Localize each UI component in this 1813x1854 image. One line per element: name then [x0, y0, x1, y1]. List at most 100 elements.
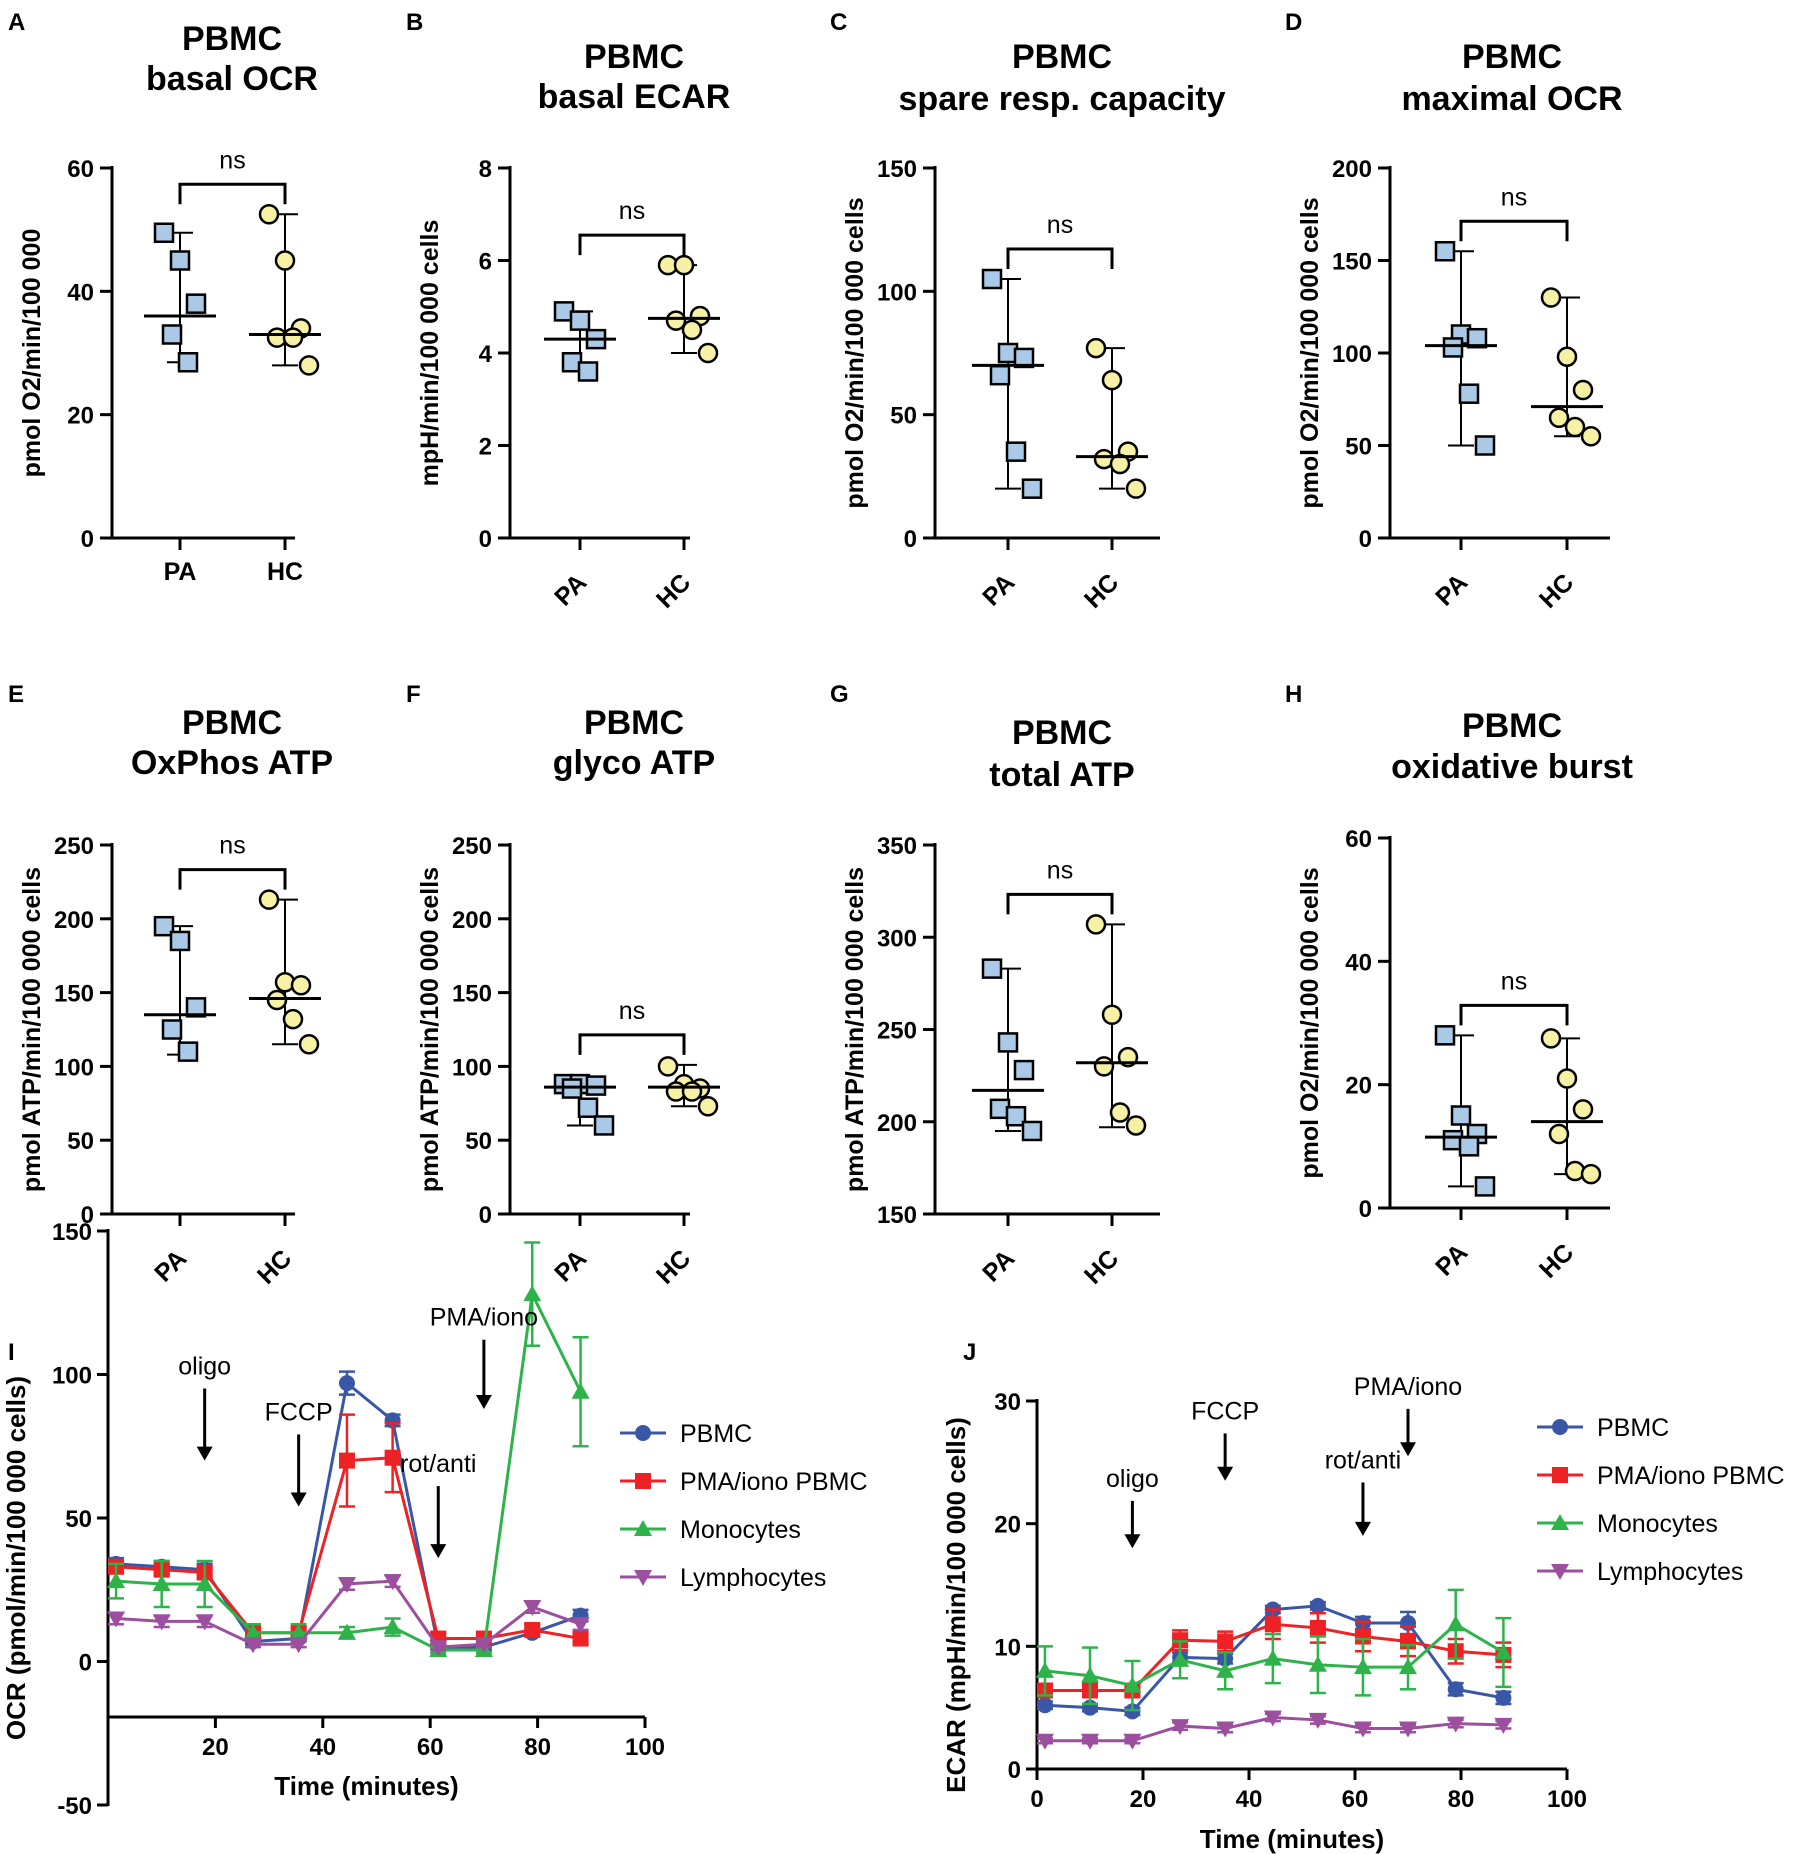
- data-point-square: [577, 361, 599, 382]
- data-point: [337, 1577, 356, 1594]
- series-lymphocytes: [107, 1574, 590, 1657]
- data-point: [1216, 1721, 1235, 1738]
- x-tick-label: 80: [1448, 1786, 1475, 1813]
- panel-d: D PBMC maximal OCR 0 50 100 150 200 pmol O2/min/…: [1285, 9, 1623, 614]
- data-point: [107, 1572, 126, 1589]
- y-tick-label: 20: [67, 403, 94, 430]
- y-tick-label: 50: [1345, 434, 1372, 461]
- data-point: [1217, 1633, 1234, 1650]
- y-tick-label: 100: [52, 1363, 92, 1390]
- data-point-circle: [282, 1008, 304, 1030]
- annotation-arrow-head: [430, 1544, 447, 1559]
- data-point: [1123, 1676, 1142, 1693]
- legend-marker: [1552, 1467, 1568, 1483]
- y-axis-label: pmol O2/min/100 000 cells: [1296, 197, 1324, 508]
- y-tick-label: 20: [994, 1512, 1021, 1539]
- series-monocytes: [1035, 1588, 1513, 1712]
- y-tick-label: 0: [81, 526, 94, 553]
- y-tick-label: 40: [67, 279, 94, 306]
- panel-title-line-1: PBMC: [1462, 707, 1562, 745]
- data-point-square: [997, 1032, 1019, 1053]
- panel-title-line-2: oxidative burst: [1391, 748, 1633, 786]
- y-tick-label: 0: [904, 526, 917, 553]
- data-point: [107, 1611, 126, 1628]
- data-point: [152, 1614, 171, 1631]
- panel-letter: E: [8, 681, 24, 708]
- annotation-arrow-head: [196, 1446, 213, 1461]
- y-tick-label: 250: [452, 833, 492, 860]
- data-point: [152, 1575, 171, 1592]
- data-point-circle: [1556, 1068, 1578, 1089]
- data-point: [1035, 1661, 1054, 1678]
- data-point-circle: [1548, 1123, 1570, 1145]
- annotation-arrow-head: [290, 1492, 307, 1507]
- y-axis-label: mpH/min/100 000 cells: [416, 220, 444, 487]
- x-tick-label: 20: [1130, 1786, 1157, 1813]
- legend-label: Monocytes: [680, 1516, 801, 1544]
- x-tick-label: PA: [1430, 1238, 1473, 1281]
- y-tick-label: 6: [479, 249, 492, 276]
- y-tick-label: 4: [479, 341, 493, 368]
- y-tick-label: 150: [877, 1202, 917, 1229]
- x-tick-label: 60: [417, 1734, 444, 1761]
- data-point-circle: [274, 250, 296, 271]
- y-tick-label: 300: [877, 925, 917, 952]
- significance-bracket: [578, 1033, 686, 1055]
- series-pma-iono-pbmc: [108, 1413, 589, 1647]
- data-point-square: [185, 293, 207, 314]
- data-point-circle: [1085, 337, 1107, 359]
- y-tick-label: 2: [479, 434, 492, 461]
- y-tick-label: 350: [877, 833, 917, 860]
- panel-title-line-1: PBMC: [1012, 38, 1112, 76]
- panel-letter: B: [406, 9, 423, 36]
- data-point-circle: [298, 1034, 320, 1055]
- significance-bracket: [1006, 892, 1114, 915]
- data-point-square: [1021, 478, 1043, 499]
- annotation-label: FCCP: [1191, 1397, 1259, 1425]
- data-point: [195, 1575, 214, 1592]
- series-lymphocytes: [1035, 1710, 1513, 1750]
- data-point-circle: [1109, 1102, 1131, 1123]
- y-tick-label: 200: [877, 1110, 917, 1137]
- data-point-square: [169, 930, 191, 952]
- y-axis-label: pmol O2/min/100 000 cells: [841, 197, 869, 508]
- y-tick-label: 150: [452, 981, 492, 1008]
- data-point: [1353, 1658, 1372, 1675]
- data-point-circle: [298, 355, 320, 376]
- x-tick-label: PA: [149, 1244, 192, 1287]
- data-point-square: [1005, 441, 1027, 462]
- significance-bracket: [1459, 1003, 1569, 1026]
- data-point-square: [153, 915, 175, 937]
- data-point-circle: [258, 204, 280, 225]
- data-point-circle: [1556, 346, 1578, 367]
- annotation-arrow-head: [1124, 1534, 1141, 1549]
- panel-title-line-1: PBMC: [1012, 714, 1112, 752]
- x-tick-label: HC: [1079, 568, 1124, 613]
- data-point-square: [981, 268, 1003, 290]
- data-point-square: [1013, 1059, 1035, 1081]
- data-point: [1081, 1666, 1099, 1683]
- significance-label: ns: [1501, 183, 1527, 211]
- data-point-circle: [657, 1056, 679, 1077]
- data-point: [571, 1617, 590, 1634]
- y-tick-label: 0: [1008, 1757, 1021, 1784]
- data-point-square: [1474, 435, 1496, 456]
- data-point-circle: [1540, 1028, 1562, 1049]
- data-point-circle: [1540, 287, 1562, 308]
- data-point: [1447, 1681, 1464, 1698]
- data-point: [474, 1637, 493, 1654]
- data-point-circle: [1101, 369, 1123, 391]
- y-tick-label: 60: [1345, 826, 1372, 853]
- y-tick-label: 200: [1332, 156, 1372, 183]
- y-tick-label: 100: [452, 1054, 492, 1081]
- significance-label: ns: [1047, 856, 1073, 884]
- data-point-square: [161, 324, 183, 345]
- y-axis-label: OCR (pmol/min/100 000 cells): [1, 1376, 31, 1740]
- data-point-circle: [290, 974, 312, 996]
- annotation-arrow-head: [475, 1394, 492, 1409]
- data-point-circle: [673, 254, 695, 276]
- x-tick-label: 80: [524, 1734, 551, 1761]
- data-point-square: [1458, 383, 1480, 404]
